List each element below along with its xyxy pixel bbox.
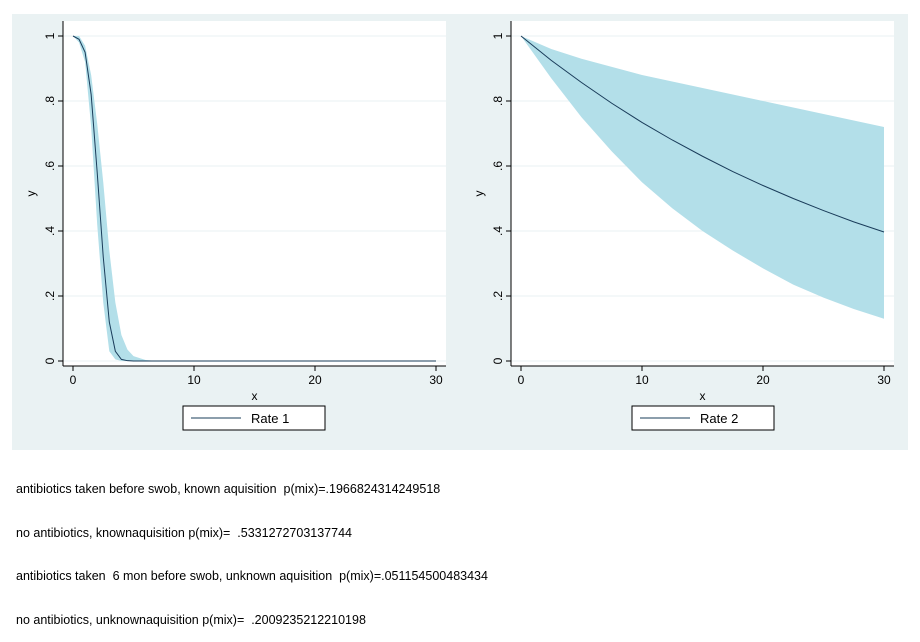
legend-label-2: Rate 2 (700, 411, 738, 426)
note-line-2: no antibiotics, knownaquisition p(mix)= … (16, 525, 352, 540)
y-axis-title: y (24, 191, 38, 197)
y-tick-label-.6: .6 (43, 161, 57, 171)
plot-area (63, 21, 446, 366)
x-tick-label-20: 20 (308, 373, 322, 387)
legend-label-1: Rate 1 (251, 411, 289, 426)
notes-block: antibiotics taken before swob, known aqu… (16, 453, 906, 642)
x-tick-label-10: 10 (635, 373, 649, 387)
x-axis-title: x (252, 389, 258, 403)
confidence-band-2 (521, 36, 884, 319)
y-axis-title: y (472, 191, 486, 197)
y-tick-label-.4: .4 (43, 226, 57, 236)
x-axis-title: x (700, 389, 706, 403)
confidence-band-1 (73, 36, 436, 361)
y-tick-label-.8: .8 (491, 96, 505, 106)
graph-region: 0.2.4.6.8 1 0 10 20 30 x y Rate 1 0.2.4.6.8 1 0 10 20… (12, 14, 908, 450)
note-line-4: no antibiotics, unknownaquisition p(mix)… (16, 612, 366, 627)
x-tick-label-0: 0 (518, 373, 525, 387)
x-tick-label-10: 10 (187, 373, 201, 387)
y-tick-label-1: 1 (491, 32, 505, 39)
y-tick-label-.4: .4 (491, 226, 505, 236)
series-line-2 (520, 35, 885, 233)
x-tick-label-0: 0 (70, 373, 77, 387)
x-tick-label-30: 30 (877, 373, 891, 387)
y-tick-label-1: 1 (43, 32, 57, 39)
y-tick-label-.6: .6 (491, 161, 505, 171)
series-line-1 (72, 35, 436, 362)
y-tick-label-.8: .8 (43, 96, 57, 106)
x-tick-label-20: 20 (756, 373, 770, 387)
y-tick-label-0: 0 (491, 357, 505, 364)
y-tick-label-.2: .2 (43, 291, 57, 301)
y-tick-label-0: 0 (43, 357, 57, 364)
legend-box-1 (182, 405, 326, 431)
note-line-3: antibiotics taken 6 mon before swob, unk… (16, 569, 488, 583)
note-line-1: antibiotics taken before swob, known aqu… (16, 482, 441, 496)
x-tick-label-30: 30 (429, 373, 443, 387)
y-tick-label-.2: .2 (491, 291, 505, 301)
